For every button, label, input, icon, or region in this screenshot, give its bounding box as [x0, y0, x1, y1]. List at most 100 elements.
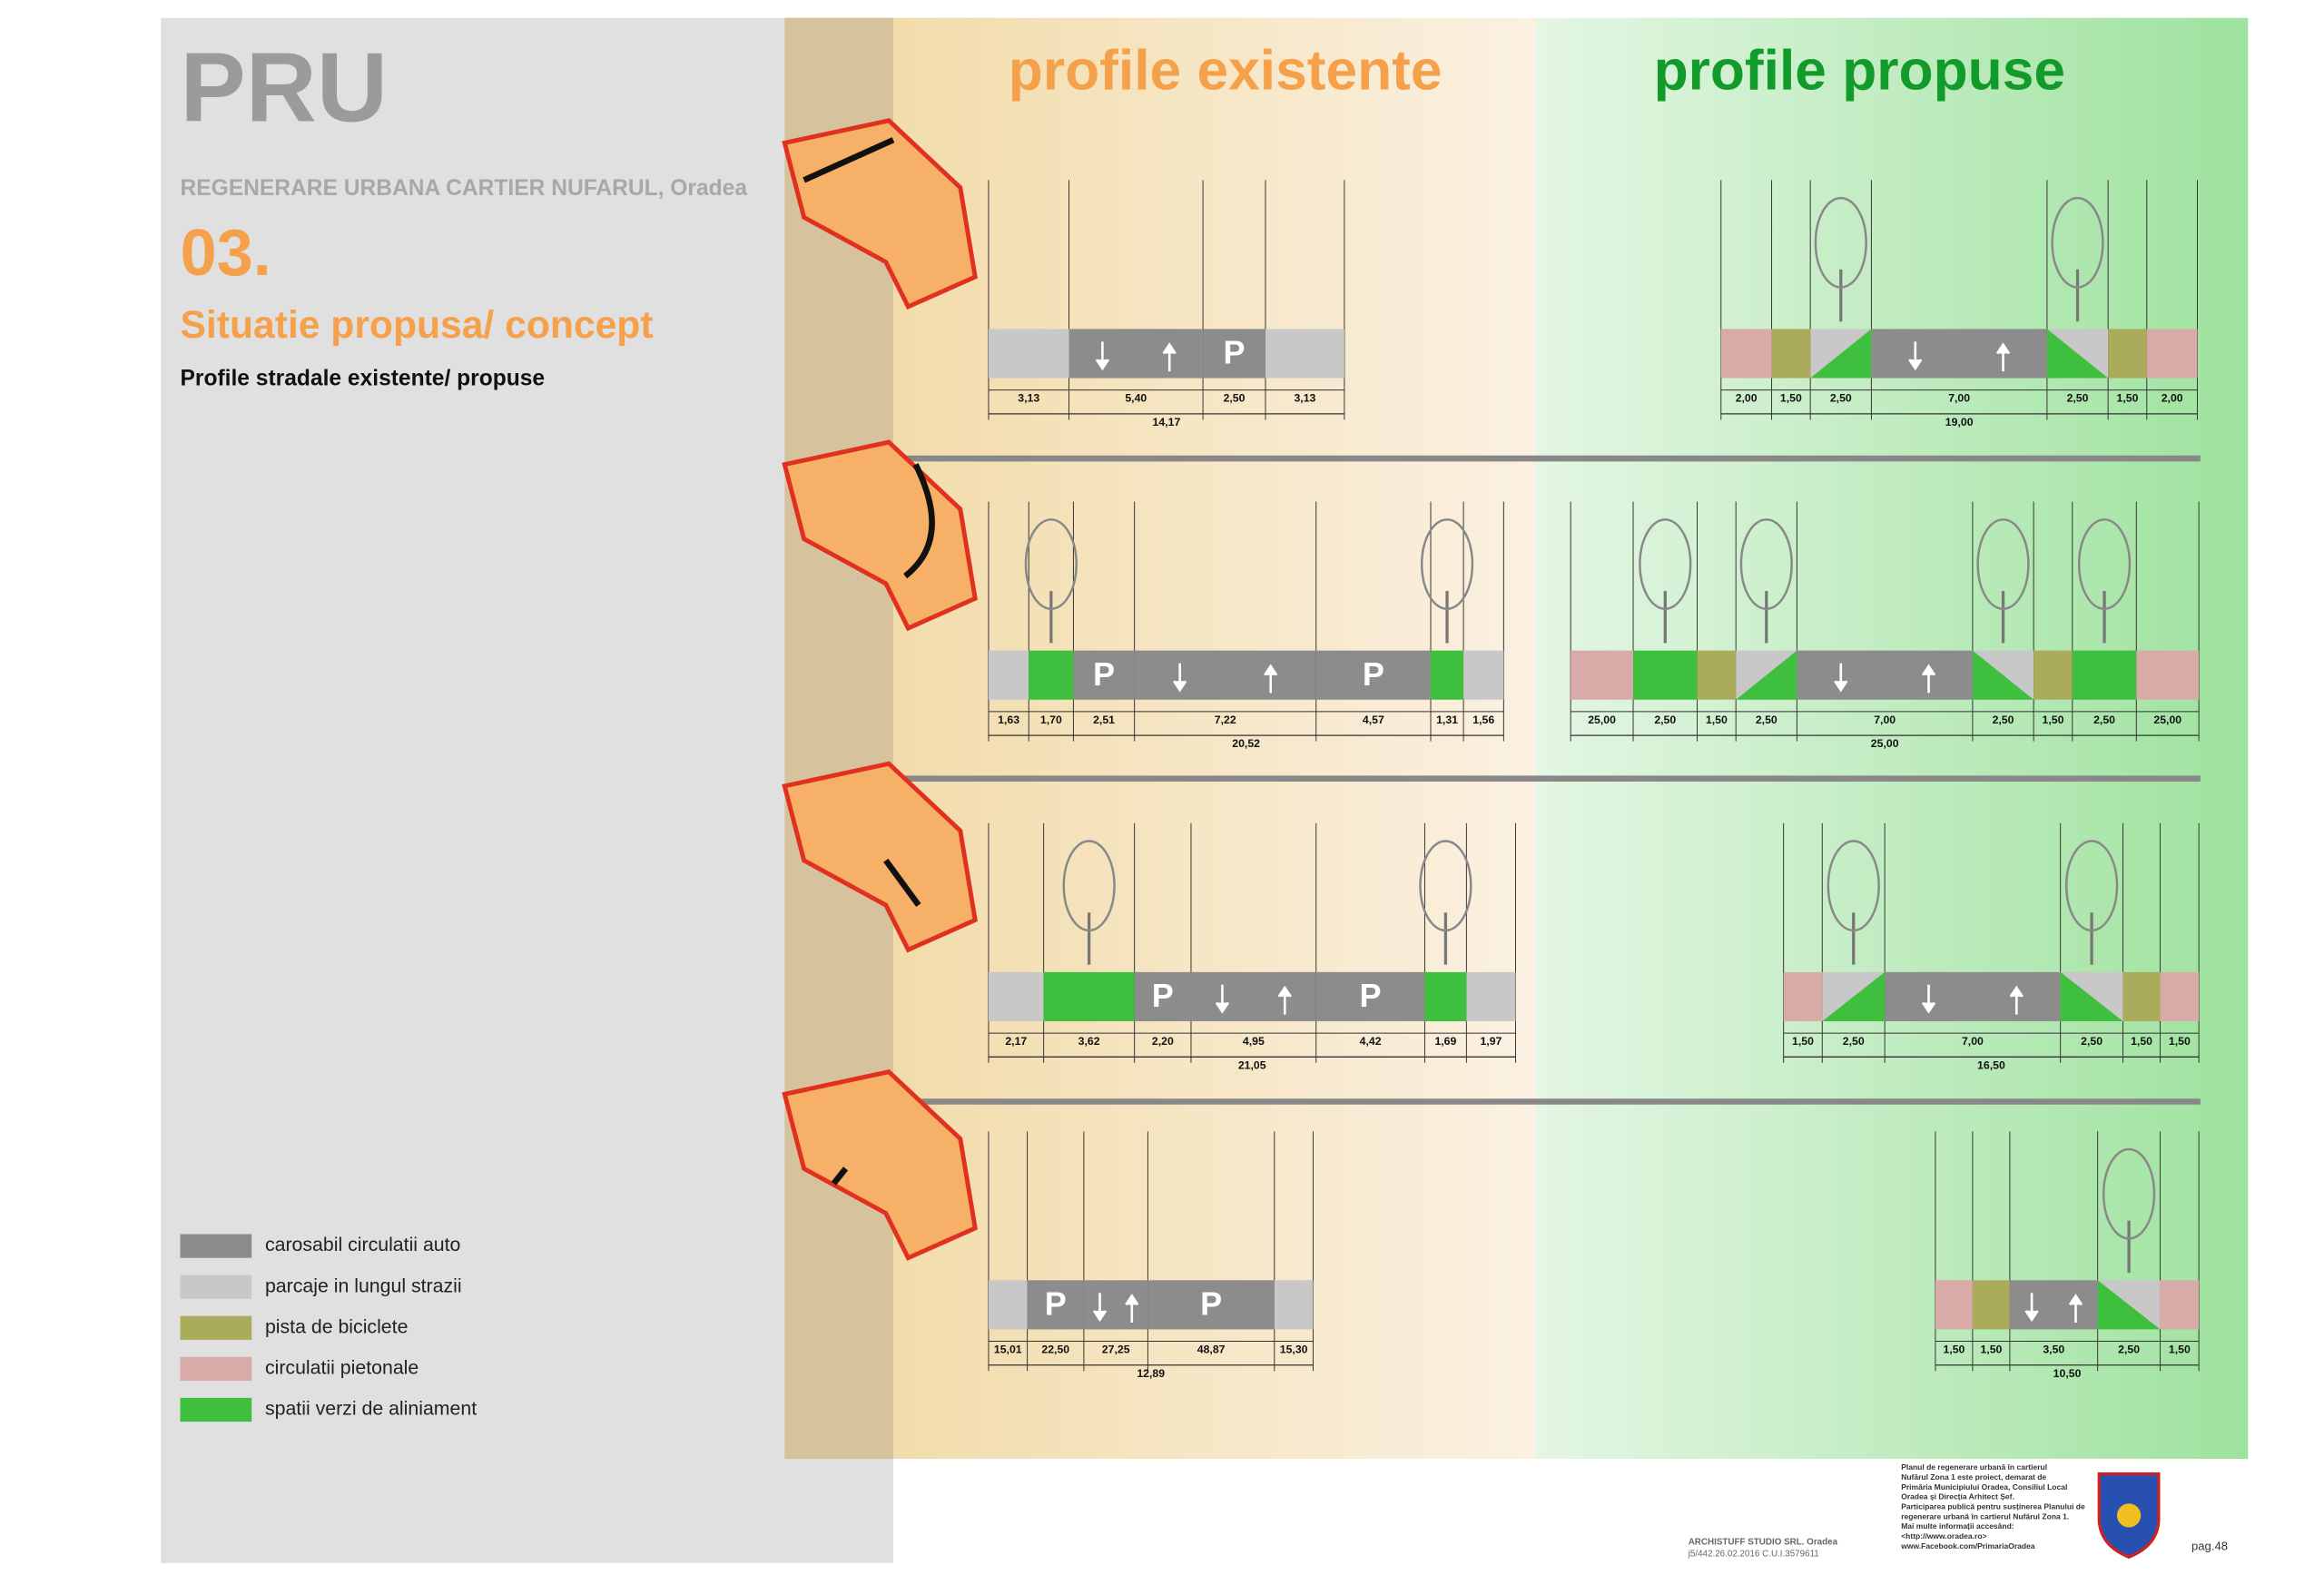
- tree-crown: [2065, 840, 2119, 932]
- street-segment: [2034, 650, 2073, 700]
- caption: Profile stradale existente/ propuse: [180, 367, 545, 391]
- street-segment: [2009, 1280, 2098, 1330]
- lane-arrow: [1995, 342, 2011, 372]
- total-label: 16,50: [1977, 1058, 2005, 1071]
- parking-sign: P: [1093, 655, 1115, 693]
- legend-label: circulatii pietonale: [265, 1357, 419, 1379]
- map-street: [903, 463, 935, 579]
- map-street: [883, 858, 921, 907]
- lane-arrow: [1215, 984, 1230, 1014]
- dimension-label: 2,50: [2081, 1035, 2102, 1048]
- notice-line: www.Facebook.com/PrimariaOradea: [1900, 1541, 2035, 1550]
- street-segment: [2108, 329, 2147, 379]
- tree-crown: [1639, 518, 1692, 610]
- legend-swatch: [180, 1397, 252, 1422]
- street-segment: [1797, 650, 1973, 700]
- tree-crown: [1976, 518, 2030, 610]
- dimension-label: 22,50: [1041, 1344, 1069, 1356]
- dimension-label: 2,50: [1224, 392, 1246, 405]
- street-segment: [2160, 971, 2200, 1021]
- dimension-label: 5,40: [1125, 392, 1147, 405]
- tree-crown: [1024, 518, 1078, 610]
- street-segment: [1027, 1280, 1084, 1330]
- dimension-label: 1,50: [1792, 1035, 1814, 1048]
- street-segment: [1430, 650, 1464, 700]
- tree-crown: [1827, 840, 1880, 932]
- green-triangle: [1972, 650, 2034, 700]
- legend-swatch: [180, 1275, 252, 1299]
- dimension-label: 7,00: [1948, 392, 1970, 405]
- dimension-label: 1,50: [1980, 1344, 2002, 1356]
- green-triangle: [1810, 329, 1872, 379]
- street-segment: [1134, 971, 1191, 1021]
- dimension-label: 1,50: [2043, 714, 2064, 726]
- lane-arrow: [2024, 1293, 2039, 1323]
- street-segment: [1083, 1280, 1148, 1330]
- total-label: 25,00: [1871, 737, 1899, 750]
- dimension-label: 2,17: [1005, 1035, 1027, 1048]
- dimension-label: 2,50: [2118, 1344, 2140, 1356]
- street-segment: [1134, 650, 1316, 700]
- green-triangle: [2046, 329, 2109, 379]
- street-segment: [1073, 650, 1135, 700]
- notice-line: Nufărul Zona 1 este proiect, demarat de: [1901, 1472, 2046, 1481]
- dimension-label: 1,56: [1472, 714, 1494, 726]
- dimension-label: 3,13: [1018, 392, 1039, 405]
- notice-line: Oradea și Direcția Arhitect Șef.: [1901, 1492, 2014, 1501]
- lane-arrow: [1834, 663, 1848, 693]
- legend-label: pista de biciclete: [265, 1315, 408, 1337]
- dimension-label: 15,30: [1280, 1344, 1308, 1356]
- dimension-label: 1,50: [2169, 1344, 2191, 1356]
- footer-logo: [2097, 1472, 2161, 1560]
- dimension-label: 7,00: [1962, 1035, 1984, 1048]
- dimension-label: 1,50: [1706, 714, 1728, 726]
- street-segment: [1043, 971, 1135, 1021]
- dimension-label: 1,50: [1780, 392, 1802, 405]
- dimension-label: 1,97: [1480, 1035, 1502, 1048]
- parking-sign: P: [1152, 977, 1174, 1014]
- street-segment: [2072, 650, 2137, 700]
- dimension-label: 7,00: [1874, 714, 1896, 726]
- street-segment: [1274, 1280, 1314, 1330]
- lane-arrow: [1095, 341, 1110, 371]
- total-label: 14,17: [1153, 416, 1181, 428]
- legend-label: spatii verzi de aliniament: [265, 1398, 477, 1420]
- dimension-label: 4,57: [1363, 714, 1384, 726]
- dimension-label: 3,62: [1078, 1035, 1100, 1048]
- total-label: 21,05: [1238, 1058, 1266, 1071]
- dimension-label: 2,20: [1152, 1035, 1174, 1048]
- lane-arrow: [1908, 341, 1923, 371]
- notice-line: Primăria Municipiului Oradea, Consiliul …: [1901, 1482, 2067, 1491]
- street-segment: [2160, 1280, 2200, 1330]
- column-title: profile propuse: [1654, 39, 2065, 102]
- notice-line: <http://www.oradea.ro>: [1901, 1531, 1986, 1541]
- tree-crown: [1419, 840, 1472, 932]
- location-map: [782, 761, 978, 953]
- street-segment: [1424, 971, 1467, 1021]
- lane-arrow: [1173, 663, 1187, 693]
- lane-arrow: [1125, 1294, 1139, 1324]
- dimension-label: 2,50: [1830, 392, 1852, 405]
- dimension-label: 1,50: [2131, 1035, 2152, 1048]
- green-triangle: [1736, 650, 1797, 700]
- lane-arrow: [1921, 984, 1936, 1014]
- street-segment: [988, 1280, 1028, 1330]
- separators: [833, 455, 2201, 1105]
- map-street: [831, 1166, 849, 1186]
- street-segment: [1697, 650, 1737, 700]
- parking-sign: P: [1200, 1285, 1222, 1323]
- street-segment: [1068, 329, 1204, 379]
- dimension-label: 2,00: [1736, 392, 1758, 405]
- total-label: 20,52: [1232, 737, 1260, 750]
- street-segment: [988, 650, 1029, 700]
- studio: ARCHISTUFF STUDIO SRL. Oradea: [1689, 1538, 1838, 1548]
- street-segment: [1633, 650, 1698, 700]
- tree-crown: [2102, 1147, 2156, 1240]
- parking-sign: P: [1360, 977, 1382, 1014]
- dimension-label: 1,63: [998, 714, 1019, 726]
- dimension-label: 48,87: [1197, 1344, 1226, 1356]
- dimension-label: 15,01: [994, 1344, 1022, 1356]
- dimension-label: 4,42: [1360, 1035, 1382, 1048]
- tree-crown: [1814, 196, 1867, 289]
